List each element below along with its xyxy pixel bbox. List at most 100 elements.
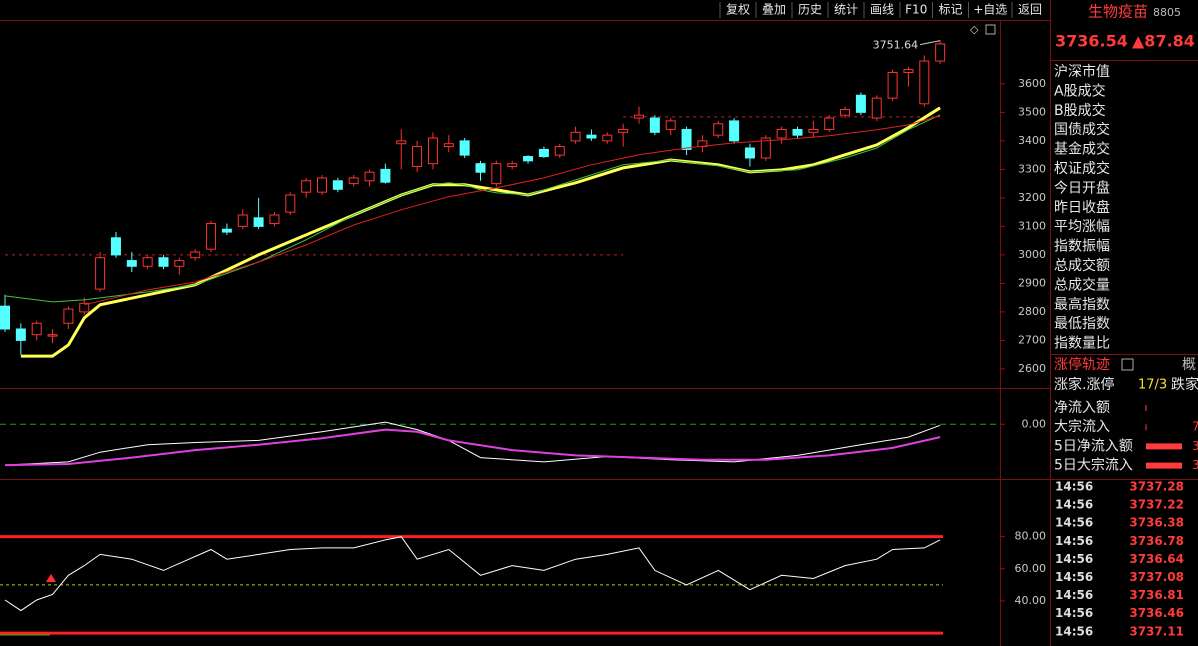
tick-price: 3736.46 xyxy=(1129,606,1184,620)
series-line xyxy=(4,114,941,303)
candle-body xyxy=(31,322,42,336)
candle-body xyxy=(491,163,502,185)
candle-body xyxy=(538,148,549,158)
toolbar-button[interactable]: 历史 xyxy=(798,3,822,17)
y-tick-label: 3500 xyxy=(1018,105,1046,118)
candle-body xyxy=(348,177,359,185)
quote-code: 8805 xyxy=(1153,6,1181,19)
y-tick-label: 0.00 xyxy=(1022,417,1047,430)
candle-body xyxy=(523,156,534,162)
stat-label: 今日开盘 xyxy=(1054,179,1110,196)
y-tick-label: 2800 xyxy=(1018,305,1046,318)
tick-price: 3737.22 xyxy=(1129,498,1184,512)
candle-body xyxy=(855,94,866,113)
limit-icon xyxy=(1121,358,1134,371)
candle-body xyxy=(95,257,106,290)
candle-body xyxy=(63,308,74,324)
y-tick-label: 2700 xyxy=(1018,333,1046,346)
toolbar-button[interactable]: 复权 xyxy=(726,3,750,17)
candle-body xyxy=(332,180,343,190)
stat-label: 最高指数 xyxy=(1054,296,1110,313)
candle-body xyxy=(840,109,851,116)
candle-body xyxy=(570,131,581,142)
candle-body xyxy=(776,128,787,139)
tick-price: 3737.28 xyxy=(1129,480,1184,494)
tick-price: 3737.08 xyxy=(1129,570,1184,584)
tick-time: 14:56 xyxy=(1055,498,1093,512)
y-tick-label: 3300 xyxy=(1018,162,1046,175)
candle-body xyxy=(285,194,296,213)
tick-time: 14:56 xyxy=(1055,480,1093,494)
y-tick-label: 80.00 xyxy=(1015,530,1047,543)
candle-body xyxy=(206,223,217,250)
quote-name: 生物疫苗 xyxy=(1088,3,1148,21)
toolbar-button[interactable]: 返回 xyxy=(1018,3,1042,17)
candle-body xyxy=(634,114,644,119)
flow-bar xyxy=(1146,443,1182,450)
candle-body xyxy=(507,163,518,168)
candle-body xyxy=(79,302,90,313)
tick-price: 3736.64 xyxy=(1129,552,1184,566)
stat-label: A股成交 xyxy=(1054,82,1106,99)
stat-label: 国债成交 xyxy=(1054,121,1110,138)
advance-label: 涨家.涨停 xyxy=(1054,376,1114,393)
toolbar-button[interactable]: 叠加 xyxy=(762,3,786,17)
candle-body xyxy=(824,117,835,130)
candle-body xyxy=(158,257,169,267)
flow-label: 5日净流入额 xyxy=(1054,438,1133,454)
toolbar-button[interactable]: 统计 xyxy=(834,3,858,17)
candle-body xyxy=(174,260,185,267)
y-tick-label: 3200 xyxy=(1018,191,1046,204)
y-tick-label: 3000 xyxy=(1018,248,1046,261)
signal-icon xyxy=(46,574,56,582)
candle-body xyxy=(681,128,692,150)
stat-label: 沪深市值 xyxy=(1054,63,1110,80)
annotation-pointer xyxy=(920,40,941,46)
candle-body xyxy=(586,134,597,139)
flow-value: 7 xyxy=(1192,420,1198,434)
y-tick-label: 60.00 xyxy=(1015,562,1047,575)
candle-body xyxy=(713,123,724,136)
candle-body xyxy=(317,177,327,193)
advance-next: 跌家 xyxy=(1171,376,1198,393)
tick-price: 3737.11 xyxy=(1129,624,1184,638)
candle-body xyxy=(301,180,312,193)
annotation: 3751.64 xyxy=(873,39,919,52)
candle-body xyxy=(443,143,454,148)
flow-label: 5日大宗流入 xyxy=(1054,458,1133,474)
candle-body xyxy=(269,214,280,225)
candle-body xyxy=(427,137,438,165)
limit-track[interactable]: 涨停轨迹 xyxy=(1054,356,1110,373)
candle-body xyxy=(412,146,423,168)
series-line xyxy=(4,428,941,467)
advance-value: 17/3 xyxy=(1138,378,1167,393)
candle-body xyxy=(808,128,819,133)
stat-label: 指数量比 xyxy=(1054,336,1110,352)
toolbar-button[interactable]: +自选 xyxy=(973,3,1007,17)
candle-body xyxy=(364,171,375,182)
candle-body xyxy=(15,328,26,341)
flow-label: 净流入额 xyxy=(1054,400,1110,416)
tick-price: 3736.81 xyxy=(1129,588,1184,602)
candle-body xyxy=(935,43,946,62)
toolbar-button[interactable]: F10 xyxy=(905,3,927,17)
candle-body xyxy=(221,228,232,233)
candle-body xyxy=(665,120,676,130)
tick-time: 14:56 xyxy=(1055,570,1093,584)
stat-label: 昨日收盘 xyxy=(1054,199,1110,216)
candle-body xyxy=(744,147,755,159)
tick-time: 14:56 xyxy=(1055,516,1093,530)
candle-body xyxy=(47,334,58,337)
candle-body xyxy=(380,168,391,183)
limit-tab[interactable]: 概 xyxy=(1182,357,1196,373)
candle-body xyxy=(729,120,740,142)
candle-body xyxy=(126,260,137,267)
toolbar-button[interactable]: 画线 xyxy=(870,3,894,17)
tick-time: 14:56 xyxy=(1055,552,1093,566)
quote-price: 3736.54 xyxy=(1055,32,1128,51)
toolbar-button[interactable]: 标记 xyxy=(938,3,962,17)
candle-body xyxy=(618,128,629,133)
icon: ◇ xyxy=(970,23,979,36)
